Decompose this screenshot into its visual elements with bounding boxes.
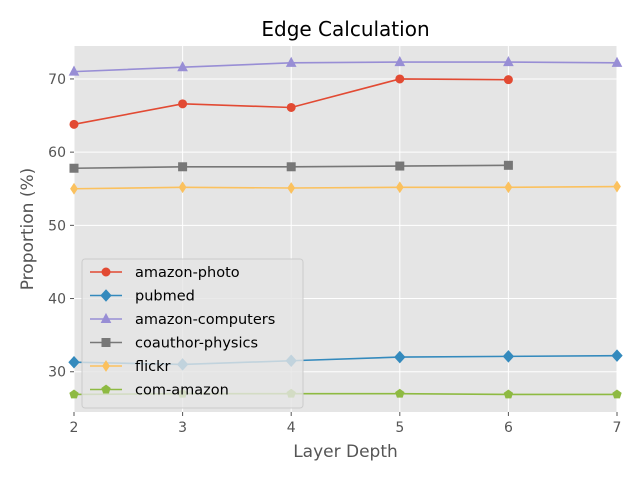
y-axis-label: Proportion (%) xyxy=(18,168,38,291)
series-line-flickr xyxy=(73,185,618,190)
legend-marker xyxy=(101,267,111,277)
legend-label: flickr xyxy=(135,359,171,375)
data-point-pubmed xyxy=(502,350,515,363)
legend-box xyxy=(81,258,304,409)
data-point-amazon-computers xyxy=(285,56,297,67)
data-point-flickr xyxy=(178,181,187,194)
x-tick-label: 6 xyxy=(504,420,513,436)
data-point-flickr xyxy=(613,180,621,193)
y-tick-label: 40 xyxy=(48,292,66,308)
series-amazon-computers xyxy=(68,56,623,76)
legend-label: com-amazon xyxy=(135,383,229,399)
legend-label: amazon-photo xyxy=(135,265,240,281)
data-point-flickr xyxy=(395,181,404,194)
x-tick-label: 3 xyxy=(178,420,187,436)
x-tick-label: 4 xyxy=(287,420,296,436)
data-point-coauthor-physics xyxy=(395,161,405,171)
data-point-amazon-computers xyxy=(503,56,514,67)
data-point-amazon-computers xyxy=(611,56,623,67)
x-tick-label: 2 xyxy=(70,420,79,436)
data-point-amazon-photo xyxy=(69,119,79,129)
data-point-amazon-photo xyxy=(286,102,296,112)
legend-marker xyxy=(100,312,112,323)
data-point-flickr xyxy=(504,181,513,194)
y-tick-label: 30 xyxy=(48,365,66,381)
chart-title: Edge Calculation xyxy=(261,17,429,41)
legend-marker xyxy=(101,384,111,394)
legend-marker xyxy=(102,360,110,372)
legend-item-pubmed: pubmed xyxy=(90,289,195,305)
data-point-flickr xyxy=(70,182,78,195)
data-point-coauthor-physics xyxy=(69,163,79,173)
series-line-amazon-computers xyxy=(73,61,618,73)
data-point-pubmed xyxy=(394,350,406,364)
y-tick-label: 70 xyxy=(48,72,66,88)
data-point-pubmed xyxy=(611,349,623,362)
series-coauthor-physics xyxy=(69,160,513,173)
data-point-coauthor-physics xyxy=(286,162,296,172)
y-tick-label: 60 xyxy=(48,145,66,161)
legend-item-flickr: flickr xyxy=(90,359,171,375)
series-flickr xyxy=(70,180,621,195)
data-point-com-amazon xyxy=(503,389,514,399)
data-point-amazon-computers xyxy=(394,56,406,67)
data-point-flickr xyxy=(287,182,296,194)
data-point-amazon-photo xyxy=(395,74,405,84)
x-axis-label: Layer Depth xyxy=(293,442,398,462)
legend-item-amazon-photo: amazon-photo xyxy=(90,265,240,281)
legend-label: amazon-computers xyxy=(135,312,275,328)
legend-item-amazon-computers: amazon-computers xyxy=(90,312,275,328)
legend-marker xyxy=(101,338,111,347)
x-tick-label: 7 xyxy=(613,420,622,436)
legend-label: pubmed xyxy=(135,289,195,305)
data-point-amazon-computers xyxy=(177,61,188,72)
legend-item-coauthor-physics: coauthor-physics xyxy=(90,336,258,352)
data-point-coauthor-physics xyxy=(503,160,513,170)
x-axis-ticks: 2 3 4 5 6 7 xyxy=(70,412,622,436)
data-point-amazon-computers xyxy=(68,65,80,76)
data-point-coauthor-physics xyxy=(178,162,188,172)
y-tick-label: 50 xyxy=(48,218,66,234)
series-amazon-photo xyxy=(69,74,513,129)
legend-item-com-amazon: com-amazon xyxy=(90,383,229,399)
data-point-amazon-photo xyxy=(503,75,513,85)
data-point-amazon-photo xyxy=(178,99,188,109)
data-point-pubmed xyxy=(68,355,80,369)
y-axis-ticks: 30 40 50 60 70 xyxy=(48,72,74,381)
x-tick-label: 5 xyxy=(395,420,404,436)
data-point-com-amazon xyxy=(612,389,622,399)
legend: amazon-photo pubmed amazon-computers coauth… xyxy=(81,258,304,409)
legend-marker xyxy=(100,289,112,302)
data-point-com-amazon xyxy=(395,388,405,398)
data-point-com-amazon xyxy=(69,389,79,399)
legend-label: coauthor-physics xyxy=(135,336,258,352)
